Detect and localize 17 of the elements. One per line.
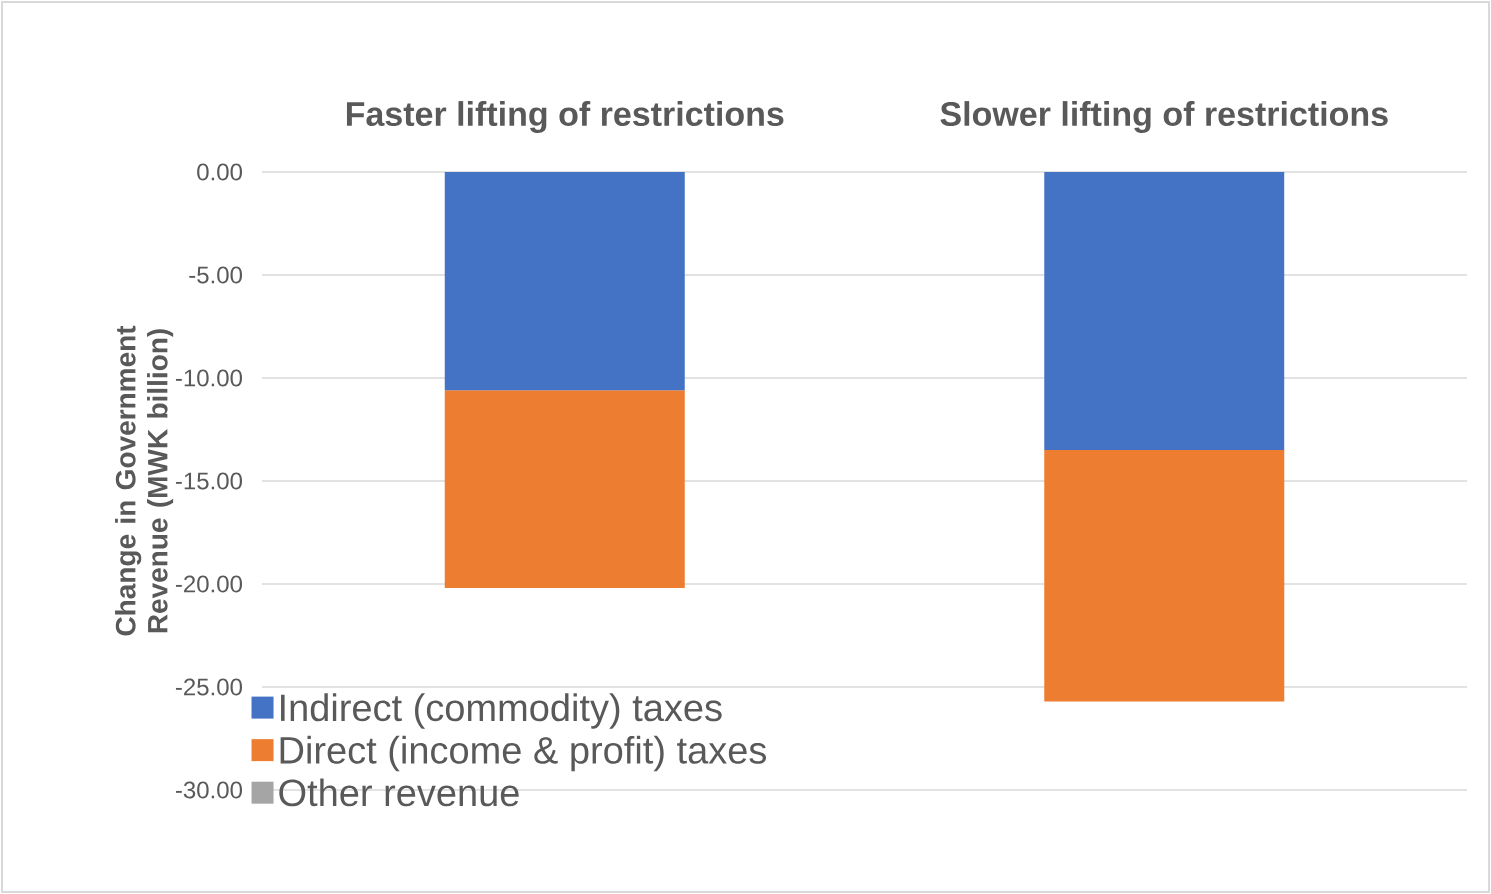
y-tick-label: -20.00 xyxy=(175,575,243,593)
y-tick-label: -10.00 xyxy=(175,369,243,387)
bar xyxy=(444,390,685,589)
bar xyxy=(1044,171,1285,451)
y-tick-label: -15.00 xyxy=(175,472,243,490)
legend-label: Other revenue xyxy=(279,778,519,807)
y-tick-label: 0.00 xyxy=(197,163,243,181)
y-tick-label: -25.00 xyxy=(175,678,243,696)
legend-label: Direct (income & profit) taxes xyxy=(280,735,767,772)
bar xyxy=(444,171,685,391)
x-tick-label: Slower lifting of restrictions xyxy=(940,101,1388,133)
x-tick-label: Faster lifting of restrictions xyxy=(346,101,784,133)
bar xyxy=(1044,450,1285,702)
legend-label: Indirect (commodity) taxes xyxy=(281,693,722,729)
y-tick-label: -5.00 xyxy=(189,266,243,284)
y-tick-label: -30.00 xyxy=(175,781,243,799)
y-axis-title: Change in Government Revenue (MWK billion) xyxy=(115,325,174,636)
